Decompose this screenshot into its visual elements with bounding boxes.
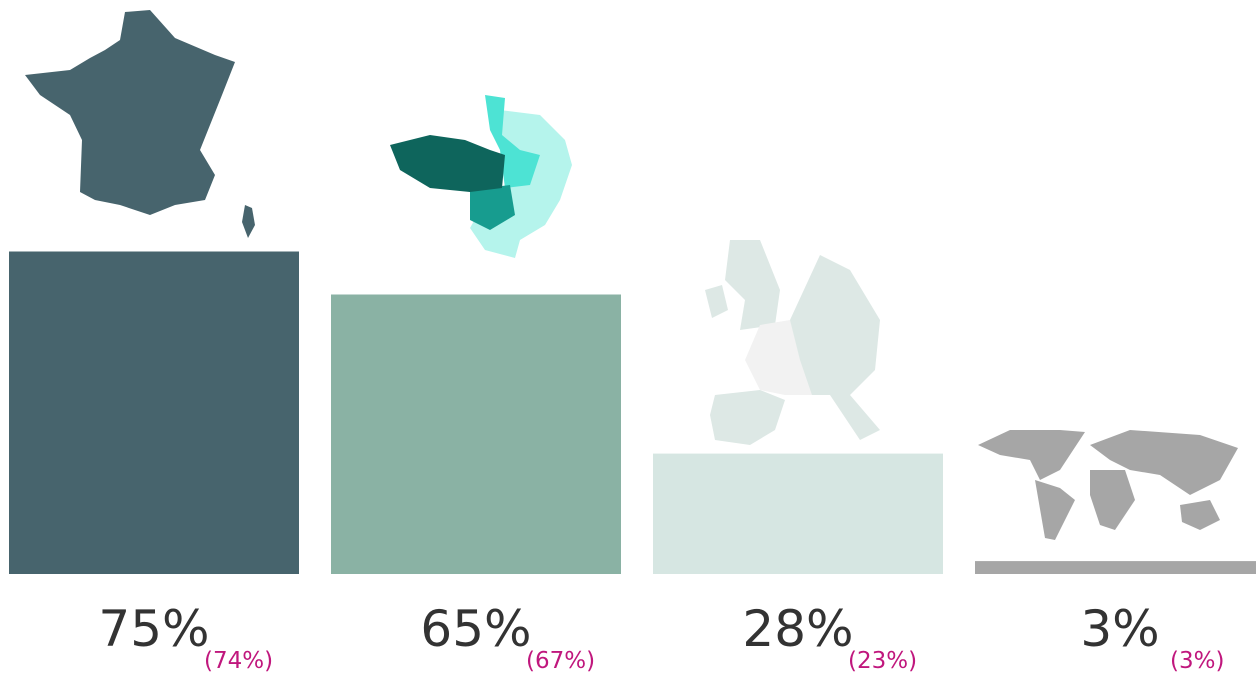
europe-map [705,240,880,445]
bar [975,561,1256,574]
france-map [25,10,255,238]
previous-value-label: (23%) [848,648,917,674]
bar [331,294,621,574]
previous-value-label: (67%) [526,648,595,674]
value-label: 75% [98,600,209,658]
previous-value-label: (3%) [1170,648,1224,674]
world-map [978,430,1238,540]
bar [653,453,943,574]
previous-value-label: (74%) [204,648,273,674]
value-label: 28% [742,600,853,658]
value-label: 3% [1080,600,1159,658]
bar [9,251,299,574]
value-label: 65% [420,600,531,658]
western-france-map [390,95,572,258]
